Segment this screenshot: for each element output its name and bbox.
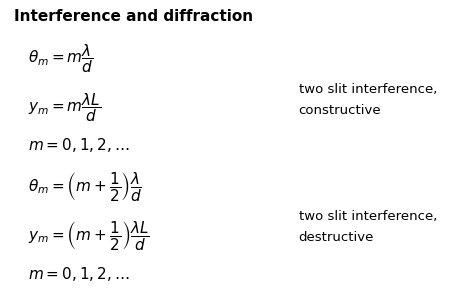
Text: $m = 0, 1, 2, \ldots$: $m = 0, 1, 2, \ldots$: [28, 136, 130, 155]
Text: $y_m = m\dfrac{\lambda L}{d}$: $y_m = m\dfrac{\lambda L}{d}$: [28, 91, 102, 124]
Text: $\theta_m = \left(m + \dfrac{1}{2}\right)\dfrac{\lambda}{d}$: $\theta_m = \left(m + \dfrac{1}{2}\right…: [28, 170, 142, 203]
Text: $y_m = \left(m + \dfrac{1}{2}\right)\dfrac{\lambda L}{d}$: $y_m = \left(m + \dfrac{1}{2}\right)\dfr…: [28, 219, 150, 252]
Text: two slit interference,
destructive: two slit interference, destructive: [299, 210, 437, 244]
Text: two slit interference,
constructive: two slit interference, constructive: [299, 84, 437, 117]
Text: $m = 0, 1, 2, \ldots$: $m = 0, 1, 2, \ldots$: [28, 265, 130, 283]
Text: $\theta_m = m\dfrac{\lambda}{d}$: $\theta_m = m\dfrac{\lambda}{d}$: [28, 42, 94, 74]
Text: Interference and diffraction: Interference and diffraction: [14, 9, 253, 24]
